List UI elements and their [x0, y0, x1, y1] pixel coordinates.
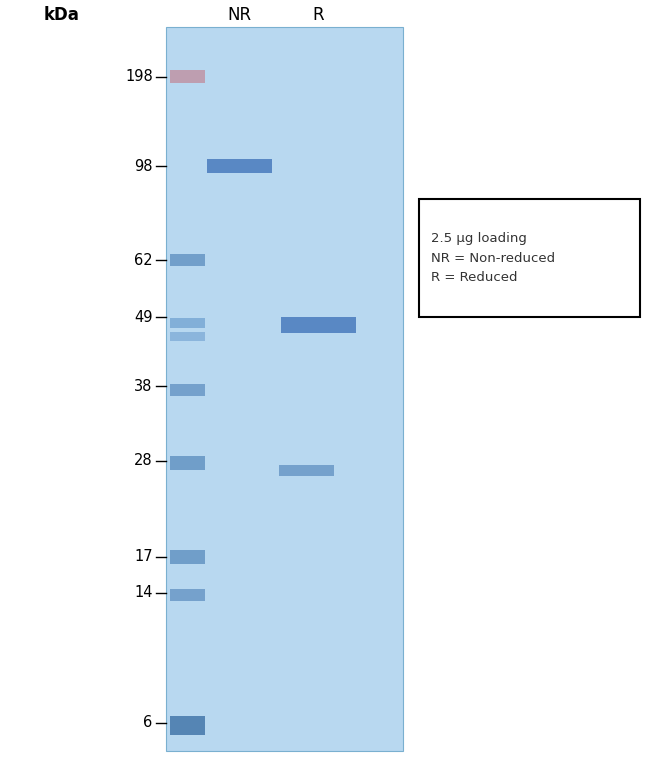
- Text: NR: NR: [227, 6, 252, 24]
- Bar: [170, 254, 205, 266]
- Bar: [170, 456, 205, 470]
- Text: 62: 62: [134, 252, 153, 268]
- Text: R: R: [313, 6, 324, 24]
- Bar: [166, 27, 403, 751]
- Bar: [170, 70, 205, 83]
- Text: 28: 28: [134, 453, 153, 468]
- Bar: [170, 589, 205, 601]
- Text: 198: 198: [125, 69, 153, 84]
- Text: kDa: kDa: [44, 6, 80, 24]
- Text: 2.5 μg loading
NR = Non-reduced
R = Reduced: 2.5 μg loading NR = Non-reduced R = Redu…: [431, 233, 555, 284]
- Bar: [170, 332, 205, 341]
- Text: 49: 49: [135, 310, 153, 325]
- Bar: [419, 199, 640, 317]
- Bar: [170, 550, 205, 564]
- Bar: [281, 317, 356, 333]
- Bar: [207, 159, 272, 173]
- Bar: [170, 716, 205, 734]
- Text: 98: 98: [135, 158, 153, 174]
- Bar: [170, 384, 205, 396]
- Text: 38: 38: [135, 379, 153, 394]
- Text: 14: 14: [135, 585, 153, 601]
- Bar: [280, 465, 335, 476]
- Bar: [170, 318, 205, 328]
- Text: 17: 17: [134, 549, 153, 565]
- Text: 6: 6: [144, 715, 153, 731]
